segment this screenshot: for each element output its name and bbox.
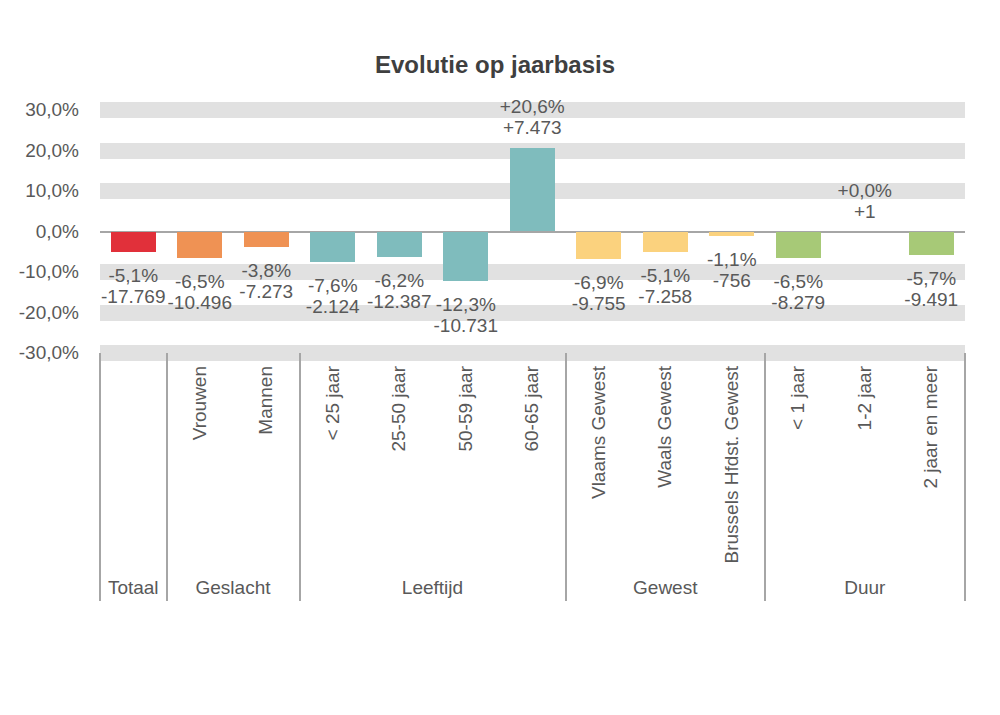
data-label: -12,3%-10.731 — [401, 294, 531, 336]
category-label: 25-50 jaar — [390, 366, 408, 452]
category-label: 1-2 jaar — [856, 366, 874, 430]
data-label-pct: -6,5% — [733, 271, 863, 292]
group-label: Leeftijd — [300, 577, 566, 599]
data-label-pct: -12,3% — [401, 294, 531, 315]
group-divider-line — [764, 353, 766, 601]
bar-vlaams-gewest — [576, 232, 621, 260]
group-label: Totaal — [100, 577, 167, 599]
category-label: 60-65 jaar — [523, 366, 541, 452]
gridline-band — [100, 345, 965, 361]
data-label-abs: -10.731 — [401, 315, 531, 336]
y-axis-label: 20,0% — [0, 140, 79, 162]
data-label-pct: +0,0% — [800, 180, 930, 201]
data-label-abs: -8.279 — [733, 292, 863, 313]
group-label: Gewest — [566, 577, 766, 599]
data-label: -5,7%-9.491 — [866, 268, 996, 310]
group-divider-line — [99, 353, 101, 601]
bar-vrouwen — [177, 232, 222, 258]
bar-50-59-jaar — [443, 232, 488, 282]
category-label: Brussels Hfdst. Gewest — [723, 366, 741, 563]
category-label: Vrouwen — [191, 366, 209, 440]
bar-25-50-jaar — [377, 232, 422, 257]
group-label: Duur — [765, 577, 965, 599]
y-axis-label: -20,0% — [0, 302, 79, 324]
group-divider-line — [565, 353, 567, 601]
bar-totaal — [111, 232, 156, 253]
group-divider-line — [299, 353, 301, 601]
y-axis-label: -30,0% — [0, 342, 79, 364]
group-divider-line — [166, 353, 168, 601]
data-label-abs: -9.491 — [866, 289, 996, 310]
data-label: -6,5%-8.279 — [733, 271, 863, 313]
group-label: Geslacht — [167, 577, 300, 599]
category-label: Vlaams Gewest — [590, 366, 608, 499]
group-divider-line — [964, 353, 966, 601]
category-label: 50-59 jaar — [457, 366, 475, 452]
bar-2-jaar-en-meer — [909, 232, 954, 255]
category-label: 2 jaar en meer — [922, 366, 940, 489]
category-label: Waals Gewest — [656, 366, 674, 488]
bar-mannen — [244, 232, 289, 247]
data-label: +0,0%+1 — [800, 180, 930, 222]
y-axis-label: 0,0% — [0, 221, 79, 243]
y-axis-label: 30,0% — [0, 99, 79, 121]
category-label: Mannen — [257, 366, 275, 435]
y-axis-label: -10,0% — [0, 261, 79, 283]
bar-brussels-hfdst-gewest — [709, 232, 754, 236]
category-label: < 1 jaar — [789, 366, 807, 430]
data-label-abs: +7.473 — [467, 117, 597, 138]
plot-area: 30,0% 20,0% 10,0% 0,0% -10,0% -20,0% -30,0% -5,… — [0, 0, 1000, 715]
data-label-abs: +1 — [800, 201, 930, 222]
data-label-pct: +20,6% — [467, 96, 597, 117]
bar-25-jaar — [310, 232, 355, 263]
data-label: +20,6%+7.473 — [467, 96, 597, 138]
bar-1-jaar — [776, 232, 821, 258]
data-label-pct: -5,7% — [866, 268, 996, 289]
y-axis-label: 10,0% — [0, 180, 79, 202]
bar-chart: Evolutie op jaarbasis 30,0%20,0%10,0%0,0… — [0, 0, 1000, 715]
bar-60-65-jaar — [510, 148, 555, 231]
category-label: < 25 jaar — [324, 366, 342, 440]
